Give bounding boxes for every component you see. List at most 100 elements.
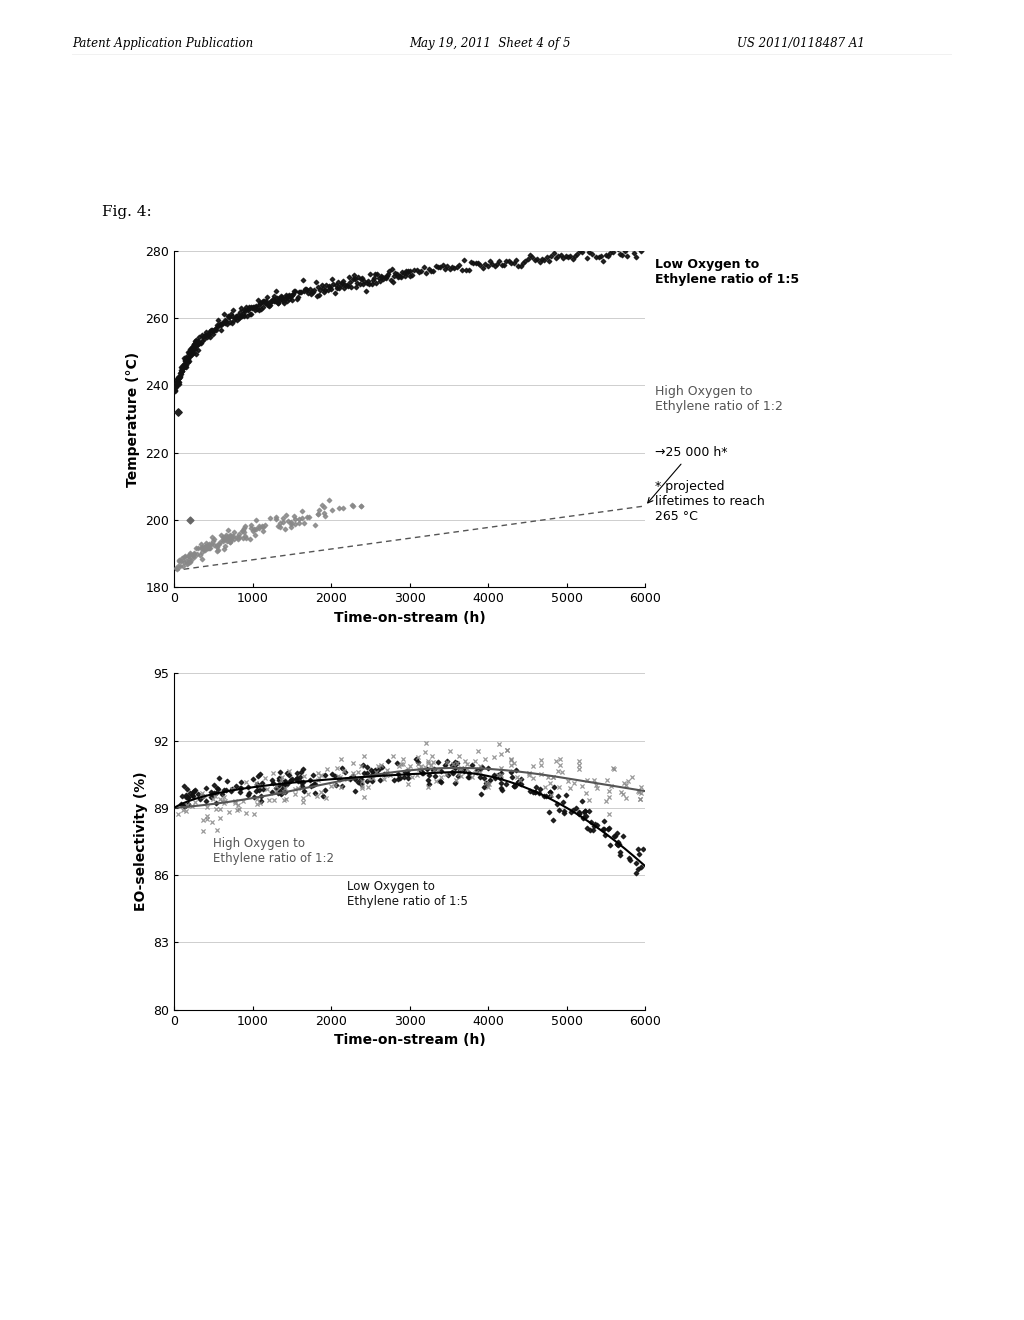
Point bbox=[185, 338, 202, 359]
Point bbox=[364, 770, 380, 791]
Point bbox=[461, 260, 477, 281]
Point bbox=[193, 537, 209, 558]
Point bbox=[584, 810, 600, 832]
Point bbox=[604, 242, 621, 263]
Point bbox=[378, 268, 394, 289]
Point bbox=[197, 323, 213, 345]
Point bbox=[210, 768, 226, 789]
Point bbox=[173, 550, 189, 572]
Point bbox=[216, 312, 232, 333]
Point bbox=[550, 760, 566, 781]
Point bbox=[198, 536, 214, 557]
Point bbox=[306, 783, 323, 804]
Point bbox=[525, 756, 542, 777]
Point bbox=[507, 775, 523, 796]
Point bbox=[206, 528, 222, 549]
Point bbox=[542, 801, 558, 822]
Point bbox=[205, 323, 221, 345]
Point bbox=[506, 775, 522, 796]
Point bbox=[562, 246, 579, 267]
Point bbox=[463, 251, 479, 272]
Point bbox=[612, 781, 629, 803]
Point bbox=[445, 755, 462, 776]
Point bbox=[246, 768, 262, 789]
Point bbox=[316, 764, 333, 785]
Point bbox=[332, 766, 348, 787]
Point bbox=[399, 760, 416, 781]
Point bbox=[393, 267, 410, 288]
Point bbox=[526, 781, 543, 803]
Point bbox=[238, 296, 254, 317]
Point bbox=[598, 791, 614, 812]
Point bbox=[202, 319, 218, 341]
Point bbox=[530, 783, 547, 804]
Point bbox=[251, 517, 267, 539]
Point bbox=[546, 776, 562, 797]
Point bbox=[426, 758, 442, 779]
Point bbox=[384, 259, 400, 280]
Point bbox=[234, 520, 251, 541]
Point bbox=[208, 783, 224, 804]
Point bbox=[212, 788, 228, 809]
Point bbox=[601, 787, 617, 808]
Point bbox=[472, 759, 488, 780]
Point bbox=[510, 255, 526, 276]
Point bbox=[310, 763, 327, 784]
Point bbox=[231, 777, 248, 799]
Point bbox=[574, 808, 591, 829]
Point bbox=[312, 764, 329, 785]
Point bbox=[216, 304, 232, 325]
Point bbox=[227, 305, 244, 326]
Point bbox=[182, 339, 199, 360]
Point bbox=[335, 271, 351, 292]
Point bbox=[292, 281, 308, 302]
Point bbox=[407, 260, 423, 281]
Point bbox=[354, 777, 371, 799]
Point bbox=[340, 275, 356, 296]
Point bbox=[172, 367, 188, 388]
Point bbox=[336, 760, 352, 781]
Text: May 19, 2011  Sheet 4 of 5: May 19, 2011 Sheet 4 of 5 bbox=[410, 37, 571, 50]
Point bbox=[595, 818, 611, 840]
Point bbox=[287, 281, 303, 302]
Point bbox=[217, 310, 233, 331]
Point bbox=[272, 286, 289, 308]
Point bbox=[174, 360, 190, 381]
Point bbox=[182, 341, 199, 362]
Point bbox=[392, 265, 409, 286]
Point bbox=[189, 333, 206, 354]
Point bbox=[568, 797, 585, 818]
Point bbox=[220, 528, 237, 549]
Point bbox=[200, 537, 216, 558]
Point bbox=[322, 276, 338, 297]
Point bbox=[510, 772, 526, 793]
Point bbox=[222, 529, 239, 550]
Point bbox=[181, 544, 198, 565]
Point bbox=[167, 376, 183, 397]
Point bbox=[551, 777, 567, 799]
Point bbox=[453, 758, 469, 779]
Point bbox=[441, 741, 458, 762]
Point bbox=[365, 763, 381, 784]
Point bbox=[206, 319, 222, 341]
Point bbox=[222, 304, 239, 325]
Point bbox=[522, 781, 539, 803]
Point bbox=[326, 273, 342, 294]
Point bbox=[194, 541, 210, 562]
Point bbox=[467, 762, 483, 783]
Point bbox=[341, 267, 357, 288]
Point bbox=[176, 350, 193, 371]
Point bbox=[477, 253, 494, 275]
Point bbox=[421, 764, 437, 785]
Point bbox=[210, 540, 226, 561]
Point bbox=[225, 300, 242, 321]
Point bbox=[186, 546, 203, 568]
Point bbox=[224, 777, 241, 799]
Point bbox=[577, 801, 593, 822]
Point bbox=[610, 834, 627, 855]
Point bbox=[366, 268, 382, 289]
Point bbox=[179, 348, 196, 370]
Point bbox=[294, 269, 310, 290]
Point bbox=[229, 304, 246, 325]
Point bbox=[232, 777, 249, 799]
